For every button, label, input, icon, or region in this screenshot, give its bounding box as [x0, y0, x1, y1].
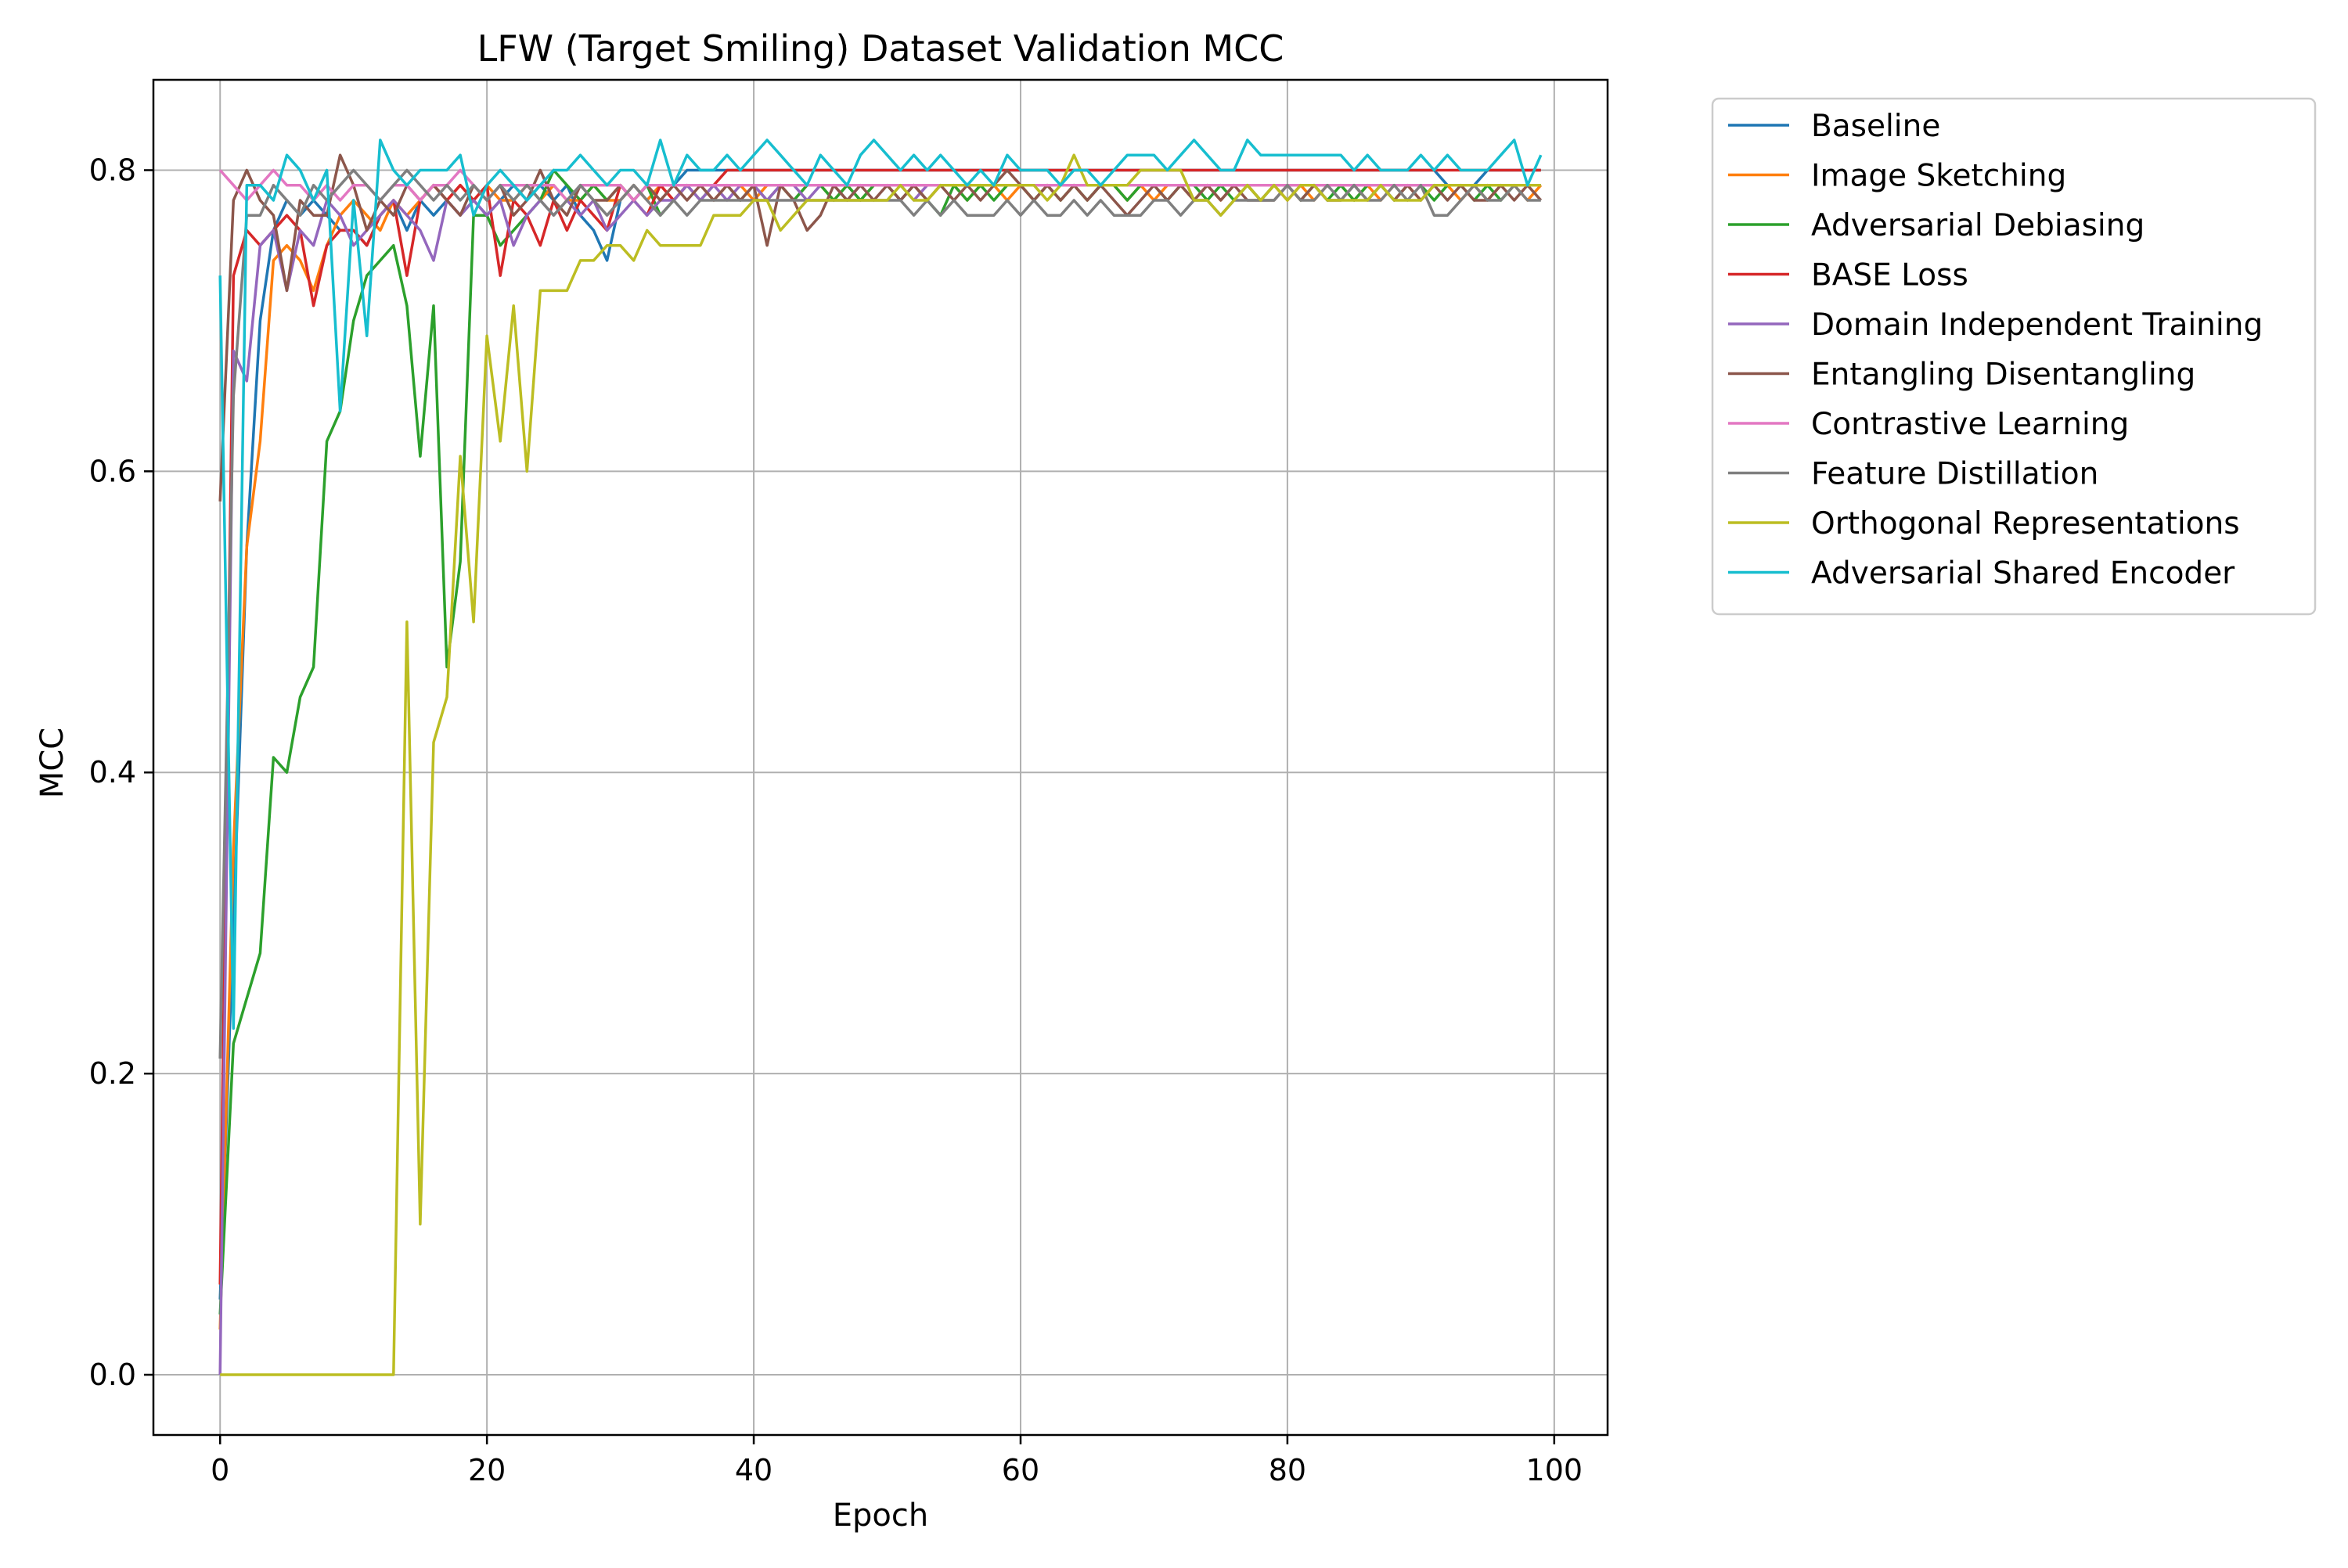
series-line-contrastive-learning [218, 168, 1541, 202]
legend-label: Adversarial Debiasing [1811, 208, 2145, 243]
legend-label: Contrastive Learning [1811, 407, 2129, 442]
y-tick-label: 0.4 [89, 755, 136, 789]
y-axis-label: MCC [34, 728, 70, 798]
legend: Baseline Image Sketching Adversarial Debia… [1711, 97, 2317, 616]
legend-label: Baseline [1811, 109, 1940, 144]
x-tick-label: 0 [211, 1453, 229, 1487]
series-line-orthogonal-representations [220, 153, 1541, 1376]
plot-area-frame [152, 78, 1609, 1437]
legend-label: Entangling Disentangling [1811, 358, 2195, 393]
legend-label: Domain Independent Training [1811, 307, 2263, 343]
chart-title: LFW (Target Smiling) Dataset Validation … [477, 27, 1284, 70]
y-tick-label: 0.8 [89, 153, 136, 187]
axis-ticks: 0 20 40 60 80 100 0.0 0.2 0.4 0.6 0.8 [89, 153, 1583, 1487]
legend-label: Image Sketching [1811, 159, 2066, 194]
x-tick-label: 40 [735, 1453, 772, 1487]
x-tick-label: 80 [1269, 1453, 1306, 1487]
x-tick-label: 100 [1526, 1453, 1583, 1487]
legend-label: BASE Loss [1811, 258, 1968, 293]
y-tick-label: 0.0 [89, 1358, 136, 1392]
legend-box [1711, 97, 2317, 616]
y-tick-label: 0.2 [89, 1056, 136, 1091]
legend-label: Orthogonal Representations [1811, 506, 2240, 541]
legend-label: Feature Distillation [1811, 457, 2098, 492]
x-tick-label: 60 [1002, 1453, 1039, 1487]
series-line-adversarial-shared-encoder [218, 138, 1543, 1030]
legend-label: Adversarial Shared Encoder [1811, 556, 2235, 592]
x-axis-label: Epoch [833, 1498, 928, 1534]
y-tick-label: 0.6 [89, 454, 136, 488]
x-tick-label: 20 [468, 1453, 506, 1487]
series-lines [218, 138, 1543, 1376]
